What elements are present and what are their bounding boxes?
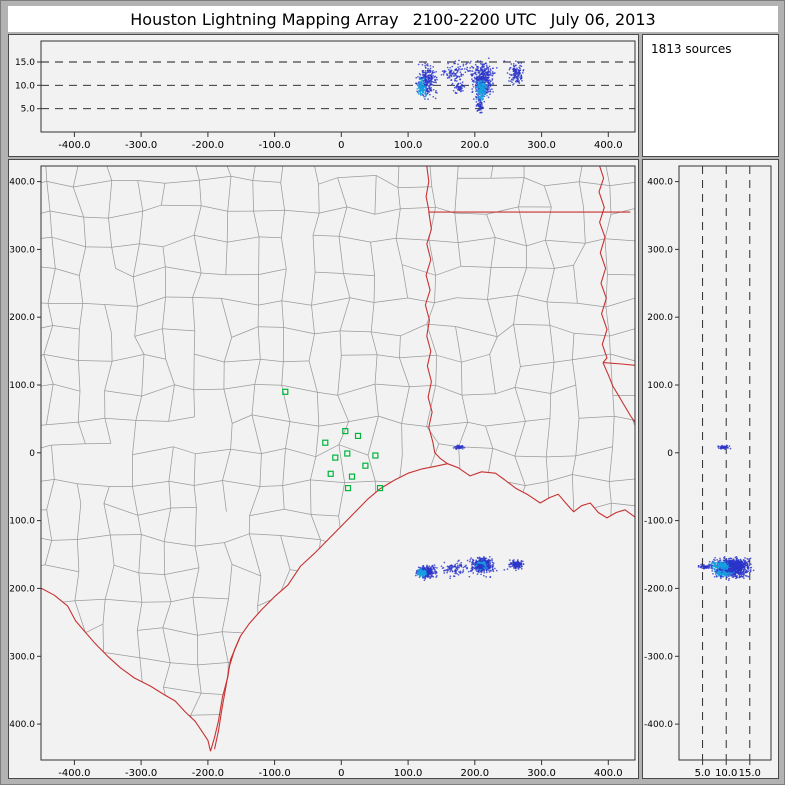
- altitude-ew-plot-area: [41, 57, 635, 114]
- svg-text:100.0: 100.0: [9, 381, 35, 391]
- map-axes: -400.0 -300.0 -200.0 -100.0 0 100.0 200.0 300.0…: [9, 178, 623, 778]
- altitude-ns-chart: 400.0 300.0 200.0 100.0 0 -100.0 -200.0 -300.0 -…: [644, 165, 772, 778]
- lightning-sources-map: [414, 444, 525, 582]
- svg-text:15.0: 15.0: [15, 58, 35, 68]
- altitude-ns-plot-area: [697, 166, 755, 760]
- svg-text:-300.0: -300.0: [644, 652, 673, 662]
- title-time: 2100-2200 UTC: [412, 9, 537, 29]
- svg-text:-200.0: -200.0: [644, 584, 673, 594]
- svg-text:5.0: 5.0: [21, 105, 36, 115]
- source-count-panel: 1813 sources: [642, 34, 779, 157]
- svg-text:300.0: 300.0: [647, 245, 673, 255]
- altitude-ns-panel: 400.0 300.0 200.0 100.0 0 -100.0 -200.0 -300.0 -…: [642, 159, 779, 779]
- state-borders: [41, 166, 635, 752]
- svg-text:100.0: 100.0: [394, 140, 423, 151]
- svg-text:5.0: 5.0: [695, 768, 711, 778]
- svg-text:300.0: 300.0: [527, 140, 556, 151]
- svg-text:400.0: 400.0: [594, 768, 623, 778]
- svg-text:-100.0: -100.0: [9, 517, 35, 527]
- svg-text:200.0: 200.0: [647, 313, 673, 323]
- svg-text:-100.0: -100.0: [258, 140, 290, 151]
- svg-text:-200.0: -200.0: [9, 584, 35, 594]
- svg-text:15.0: 15.0: [739, 768, 761, 778]
- title-bar: Houston Lightning Mapping Array 2100-220…: [8, 6, 778, 32]
- svg-text:300.0: 300.0: [9, 245, 35, 255]
- svg-text:-300.0: -300.0: [125, 768, 157, 778]
- svg-text:200.0: 200.0: [460, 140, 489, 151]
- svg-text:0: 0: [29, 449, 35, 459]
- svg-text:-400.0: -400.0: [58, 140, 90, 151]
- source-count-label: 1813 sources: [651, 42, 732, 56]
- svg-text:-300.0: -300.0: [125, 140, 157, 151]
- altitude-ew-chart: -400.0 -300.0 -200.0 -100.0 0 100.0 200.0 300.0…: [15, 40, 636, 151]
- altitude-ns-axes: 400.0 300.0 200.0 100.0 0 -100.0 -200.0 -300.0 -…: [644, 178, 761, 778]
- svg-text:400.0: 400.0: [647, 178, 673, 188]
- title-date: July 06, 2013: [550, 9, 656, 29]
- svg-text:100.0: 100.0: [394, 768, 423, 778]
- svg-text:-200.0: -200.0: [192, 140, 224, 151]
- svg-text:10.0: 10.0: [715, 768, 737, 778]
- svg-text:0: 0: [667, 449, 673, 459]
- lightning-sources-altitude-ew: [414, 57, 525, 114]
- altitude-ew-panel: -400.0 -300.0 -200.0 -100.0 0 100.0 200.0 300.0…: [8, 34, 639, 157]
- svg-text:-300.0: -300.0: [9, 652, 35, 662]
- svg-text:-200.0: -200.0: [192, 768, 224, 778]
- svg-text:100.0: 100.0: [647, 381, 673, 391]
- altitude-ew-axes: -400.0 -300.0 -200.0 -100.0 0 100.0 200.0 300.0…: [15, 58, 623, 151]
- svg-text:10.0: 10.0: [15, 81, 35, 91]
- svg-text:400.0: 400.0: [594, 140, 623, 151]
- map-chart: -400.0 -300.0 -200.0 -100.0 0 100.0 200.0 300.0…: [9, 165, 636, 778]
- svg-text:0: 0: [338, 140, 344, 151]
- svg-text:-400.0: -400.0: [644, 720, 673, 730]
- svg-text:300.0: 300.0: [527, 768, 556, 778]
- title-main: Houston Lightning Mapping Array: [130, 9, 399, 29]
- svg-text:200.0: 200.0: [460, 768, 489, 778]
- svg-text:-400.0: -400.0: [58, 768, 90, 778]
- svg-text:400.0: 400.0: [9, 178, 35, 188]
- lightning-sources-altitude-ns: [697, 444, 755, 582]
- svg-text:-100.0: -100.0: [644, 517, 673, 527]
- map-panel: -400.0 -300.0 -200.0 -100.0 0 100.0 200.0 300.0…: [8, 159, 639, 779]
- svg-text:0: 0: [338, 768, 344, 778]
- svg-text:-100.0: -100.0: [258, 768, 290, 778]
- svg-text:200.0: 200.0: [9, 313, 35, 323]
- station-markers: [282, 388, 384, 492]
- svg-text:-400.0: -400.0: [9, 720, 35, 730]
